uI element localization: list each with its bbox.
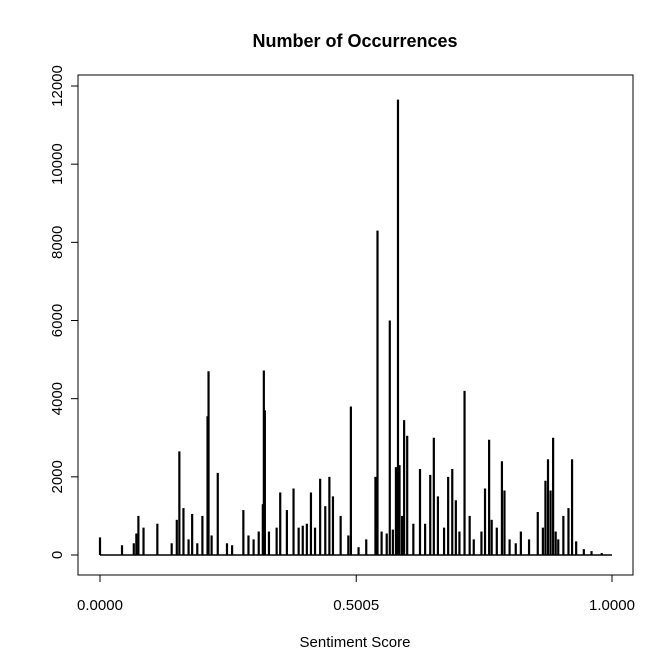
- x-tick-label: 0.5005: [333, 597, 379, 614]
- y-tick-label: 0: [49, 551, 66, 559]
- y-tick-label: 10000: [49, 143, 66, 185]
- y-tick-label: 8000: [49, 226, 66, 259]
- y-tick-label: 6000: [49, 304, 66, 337]
- x-axis: 0.0000 0.5005 1.0000: [77, 574, 635, 614]
- x-tick-label: 1.0000: [589, 597, 635, 614]
- chart-title: Number of Occurrences: [252, 31, 457, 51]
- y-tick-label: 2000: [49, 460, 66, 493]
- x-axis-label: Sentiment Score: [300, 634, 411, 651]
- y-tick-label: 12000: [49, 65, 66, 107]
- y-axis: 0 2000 4000 6000 8000 10000 12000: [49, 65, 79, 559]
- x-tick-label: 0.0000: [77, 597, 123, 614]
- y-tick-label: 4000: [49, 382, 66, 415]
- bars-group: [98, 99, 612, 556]
